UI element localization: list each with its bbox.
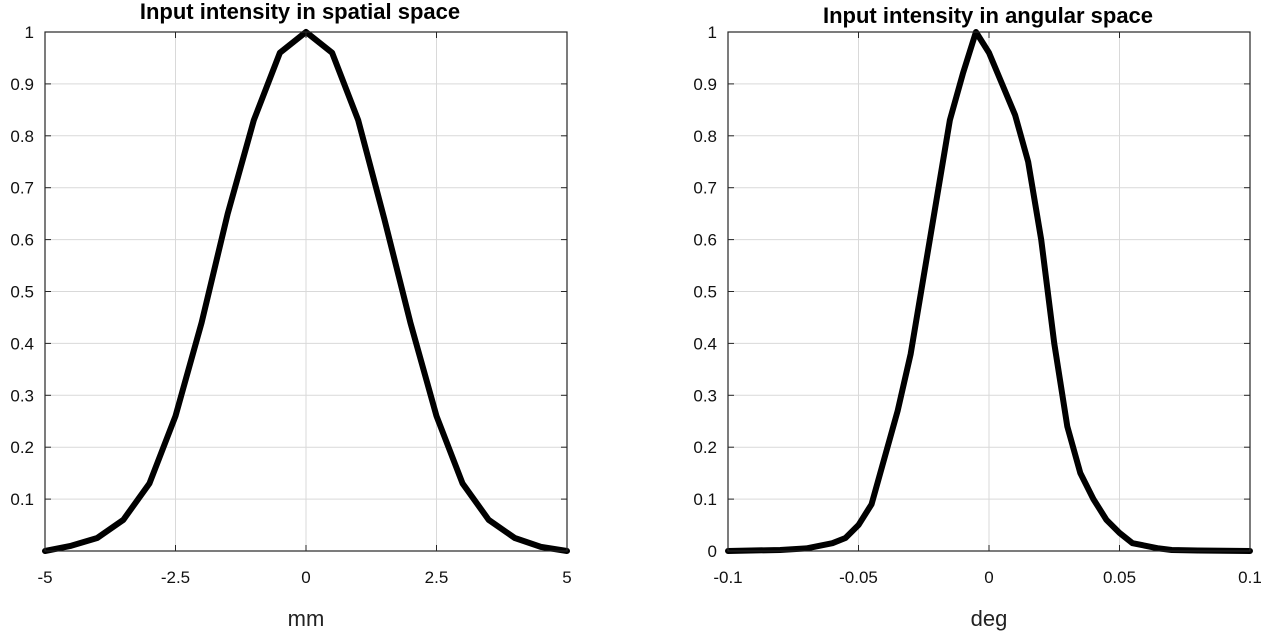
angular-intensity-chart: -0.1 -0.05 0 0.05 0.1 0 0.1 0.2 0.3 0.4 0.5 0.6 0.7 0… (693, 3, 1261, 631)
y-tick-label: 0.5 (10, 283, 34, 302)
x-axis-label: mm (288, 606, 325, 631)
y-tick-label: 0 (708, 542, 717, 561)
y-tick-label: 0.6 (10, 231, 34, 250)
y-tick-label: 0.7 (693, 179, 717, 198)
series-line (725, 29, 1253, 554)
y-tick-label: 0.3 (10, 386, 34, 405)
x-tick-label: -0.05 (839, 568, 878, 587)
chart-title: Input intensity in angular space (823, 3, 1153, 28)
chart-title: Input intensity in spatial space (140, 0, 460, 24)
x-tick-label: -5 (37, 568, 52, 587)
x-tick-label: 0.1 (1238, 568, 1262, 587)
y-tick-label: 0.2 (693, 438, 717, 457)
spatial-intensity-chart: -5 -2.5 0 2.5 5 0.1 0.2 0.3 0.4 0.5 0.6 0.7 0.8 0.9 1 I… (10, 0, 571, 631)
y-tick-label: 0.8 (10, 127, 34, 146)
y-tick-label: 0.4 (693, 334, 717, 353)
y-tick-label: 1 (25, 23, 34, 42)
x-tick-label: 0.05 (1103, 568, 1136, 587)
y-tick-label: 0.2 (10, 438, 34, 457)
y-tick-label: 0.5 (693, 283, 717, 302)
y-tick-label: 0.1 (10, 490, 34, 509)
y-tick-label: 0.3 (693, 386, 717, 405)
x-axis-label: deg (971, 606, 1008, 631)
x-tick-label: 2.5 (425, 568, 449, 587)
y-tick-label: 0.9 (693, 75, 717, 94)
y-tick-label: 0.4 (10, 334, 34, 353)
y-tick-label: 1 (708, 23, 717, 42)
x-tick-label: -0.1 (713, 568, 742, 587)
y-tick-label: 0.8 (693, 127, 717, 146)
x-tick-label: 5 (562, 568, 571, 587)
y-tick-label: 0.6 (693, 231, 717, 250)
y-tick-label: 0.9 (10, 75, 34, 94)
y-tick-label: 0.7 (10, 179, 34, 198)
y-tick-label: 0.1 (693, 490, 717, 509)
x-tick-label: -2.5 (161, 568, 190, 587)
x-tick-label: 0 (301, 568, 310, 587)
x-tick-label: 0 (984, 568, 993, 587)
